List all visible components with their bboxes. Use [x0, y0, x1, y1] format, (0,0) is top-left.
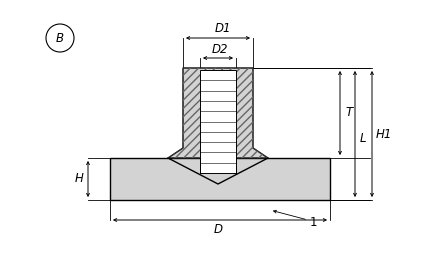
Text: T: T	[345, 107, 352, 120]
Text: D2: D2	[212, 43, 228, 56]
Polygon shape	[168, 68, 268, 158]
Text: 1: 1	[310, 215, 317, 229]
Text: H1: H1	[376, 128, 392, 140]
Text: L: L	[360, 132, 367, 146]
Bar	[200, 70, 236, 173]
Polygon shape	[110, 158, 330, 200]
Text: B: B	[56, 32, 64, 45]
Text: H: H	[75, 172, 84, 186]
Text: D: D	[214, 223, 222, 236]
Text: D1: D1	[215, 22, 231, 35]
